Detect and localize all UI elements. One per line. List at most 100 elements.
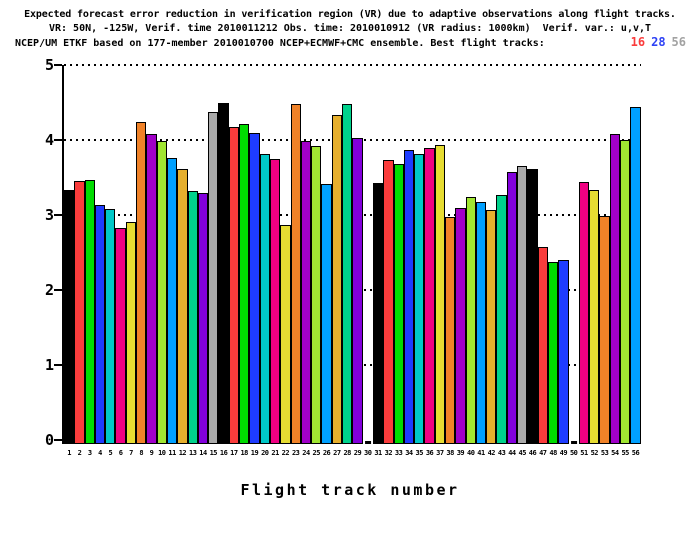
bar-track-26: [321, 184, 332, 444]
x-tick-label-54: 54: [611, 449, 619, 457]
x-axis-title: Flight track number: [240, 481, 460, 499]
x-tick-label-37: 37: [436, 449, 444, 457]
bar-track-56: [630, 107, 641, 444]
bar-track-42: [486, 209, 497, 444]
x-tick-label-11: 11: [168, 449, 176, 457]
y-tick-label-1: 1: [44, 356, 54, 374]
x-tick-label-42: 42: [487, 449, 496, 457]
x-tick-label-43: 43: [497, 449, 506, 457]
x-tick-label-8: 8: [139, 449, 144, 457]
x-tick-label-24: 24: [302, 449, 310, 457]
chart-title-line2: VR: 50N, -125W, Verif. time 2010011212 O…: [48, 23, 652, 34]
x-tick-label-40: 40: [467, 449, 475, 457]
x-tick-label-48: 48: [549, 449, 557, 457]
x-tick-label-53: 53: [600, 449, 609, 457]
bar-track-16: [218, 102, 229, 444]
bar-track-50: [570, 441, 577, 444]
bar-track-52: [589, 190, 600, 444]
x-tick-label-6: 6: [118, 449, 123, 457]
x-tick-label-2: 2: [77, 449, 82, 457]
x-tick-label-18: 18: [240, 449, 248, 457]
x-tick-label-9: 9: [149, 449, 154, 457]
x-tick-label-30: 30: [364, 449, 372, 457]
x-tick-label-34: 34: [405, 449, 413, 457]
bars-container: [64, 65, 641, 444]
y-tick-1: [54, 364, 62, 366]
bar-track-23: [290, 104, 301, 444]
bar-track-6: [115, 227, 126, 444]
bar-track-53: [599, 215, 610, 444]
x-tick-label-47: 47: [539, 449, 547, 457]
x-tick-label-32: 32: [384, 449, 393, 457]
x-tick-label-52: 52: [590, 449, 599, 457]
bar-track-10: [156, 140, 167, 444]
bar-track-49: [558, 260, 569, 444]
gridline-y5: [64, 64, 641, 66]
bar-track-38: [444, 216, 456, 444]
chart-title-line3: NCEP/UM ETKF based on 177-member 2010010…: [15, 35, 686, 51]
x-tick-label-29: 29: [353, 449, 362, 457]
bar-track-19: [249, 132, 260, 444]
x-tick-label-39: 39: [456, 449, 465, 457]
bar-track-2: [74, 181, 85, 444]
bar-track-12: [177, 168, 188, 444]
bar-track-41: [475, 201, 487, 444]
bar-track-37: [434, 145, 445, 444]
y-tick-2: [54, 289, 62, 291]
x-tick-label-26: 26: [322, 449, 331, 457]
bar-track-7: [125, 221, 137, 444]
bar-track-54: [609, 134, 621, 444]
x-tick-label-44: 44: [508, 449, 516, 457]
bar-track-8: [136, 122, 147, 444]
x-tick-label-38: 38: [446, 449, 454, 457]
bar-track-45: [517, 166, 528, 444]
y-tick-label-2: 2: [44, 281, 54, 299]
x-tick-label-10: 10: [158, 449, 166, 457]
bar-track-27: [331, 114, 343, 444]
bar-track-39: [455, 208, 466, 444]
bar-track-46: [527, 168, 538, 444]
x-tick-label-27: 27: [333, 449, 341, 457]
best-track-56: 56: [671, 35, 686, 49]
bar-track-34: [403, 149, 415, 444]
x-tick-label-12: 12: [178, 449, 187, 457]
x-tick-label-17: 17: [230, 449, 238, 457]
bar-track-1: [64, 190, 75, 444]
bar-track-17: [228, 126, 240, 444]
x-tick-label-16: 16: [219, 449, 228, 457]
x-axis-tick-labels: 1 2 3 4 5 6 7 8 9 10 11 12 13 14 15 16 17 18 19 20 21 22 23 24 2…: [64, 449, 641, 457]
y-tick-label-4: 4: [44, 131, 54, 149]
x-tick-label-1: 1: [67, 449, 71, 457]
bar-track-43: [496, 194, 507, 444]
bar-track-18: [239, 124, 250, 444]
bar-track-15: [208, 111, 219, 444]
bar-track-51: [578, 182, 590, 444]
x-tick-label-51: 51: [580, 449, 588, 457]
bar-track-5: [105, 209, 116, 444]
x-tick-label-13: 13: [188, 449, 197, 457]
x-tick-label-28: 28: [343, 449, 351, 457]
x-tick-label-23: 23: [291, 449, 300, 457]
x-tick-label-4: 4: [98, 449, 102, 457]
x-tick-label-21: 21: [271, 449, 279, 457]
bar-track-13: [187, 191, 198, 444]
chart-title-line3-text: NCEP/UM ETKF based on 177-member 2010010…: [15, 38, 545, 49]
x-tick-label-41: 41: [477, 449, 485, 457]
x-tick-label-33: 33: [394, 449, 403, 457]
bar-track-30: [364, 441, 371, 444]
x-tick-label-15: 15: [209, 449, 218, 457]
bar-track-48: [547, 261, 559, 444]
x-tick-label-50: 50: [569, 449, 578, 457]
bar-track-20: [259, 154, 270, 444]
bar-track-33: [393, 164, 404, 444]
best-track-16: 16: [630, 35, 646, 49]
bar-track-25: [311, 146, 322, 444]
x-tick-label-49: 49: [559, 449, 568, 457]
bar-track-36: [424, 147, 435, 444]
y-tick-label-3: 3: [44, 206, 54, 224]
y-tick-0: [54, 439, 62, 441]
bar-track-22: [280, 224, 291, 444]
y-tick-label-0: 0: [44, 431, 54, 449]
x-tick-label-22: 22: [281, 449, 290, 457]
